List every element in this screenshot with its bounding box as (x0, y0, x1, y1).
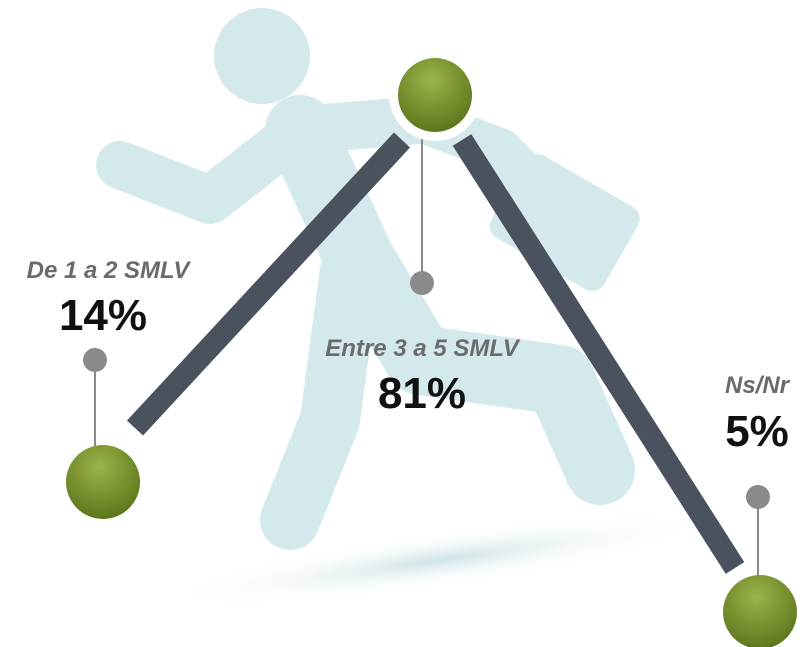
page: De 1 a 2 SMLV 14% Entre 3 a 5 SMLV 81% N… (0, 0, 800, 647)
item-value: 81% (378, 369, 466, 418)
item-value: 14% (59, 291, 147, 340)
item-value: 5% (725, 407, 789, 456)
infographic: De 1 a 2 SMLV 14% Entre 3 a 5 SMLV 81% N… (0, 0, 800, 647)
item-label: De 1 a 2 SMLV (27, 257, 192, 284)
item-label: Entre 3 a 5 SMLV (325, 335, 520, 362)
item-label: Ns/Nr (725, 372, 791, 399)
